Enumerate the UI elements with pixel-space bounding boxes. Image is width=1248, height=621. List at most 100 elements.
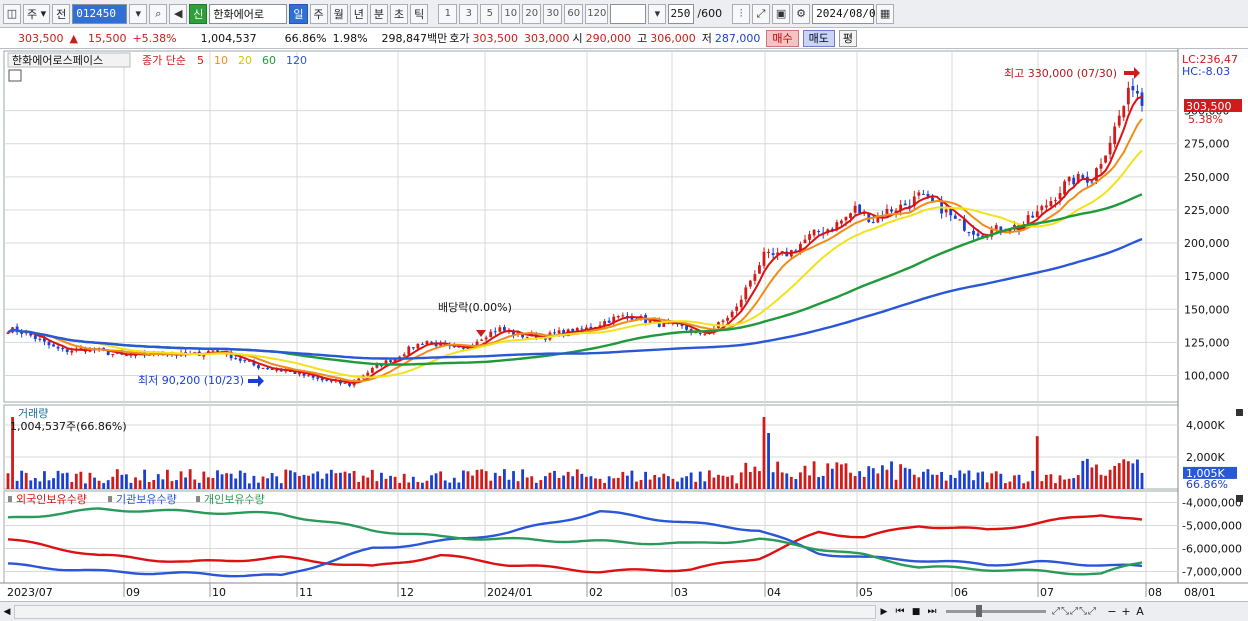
candle-body <box>758 265 761 274</box>
volume-bar <box>840 464 843 489</box>
volume-bar <box>730 475 734 489</box>
candle-type-icon[interactable]: ⫶ <box>732 3 751 24</box>
volume-bar <box>744 462 748 489</box>
count-input[interactable]: 250 <box>668 3 695 24</box>
candle-body <box>125 355 128 357</box>
tab-day[interactable]: 일 <box>289 3 308 24</box>
first-icon[interactable]: ⏮ <box>895 606 905 617</box>
window-menu-icon[interactable]: ◫ <box>3 3 21 24</box>
tab-month[interactable]: 월 <box>329 3 348 24</box>
candle-body <box>234 358 238 360</box>
volume-bar <box>1040 481 1044 489</box>
interval-3[interactable]: 3 <box>459 3 479 24</box>
trade-amount: 298,847백만 <box>381 32 448 45</box>
price-panel-frame <box>3 50 1179 403</box>
period-select[interactable]: 전 <box>52 3 71 24</box>
pause-icon[interactable]: ■ <box>911 606 921 617</box>
interval-60[interactable]: 60 <box>564 3 584 24</box>
volume-bar <box>134 477 137 489</box>
candle-body <box>266 368 269 370</box>
scrollbar-track[interactable] <box>14 604 876 619</box>
stock-chart-svg[interactable]: 300,000275,000250,000225,000200,000175,0… <box>0 49 1248 601</box>
last-icon[interactable]: ⏭ <box>927 606 937 617</box>
scroll-right-icon[interactable]: ▶ <box>880 606 888 617</box>
candle-body <box>926 193 930 197</box>
candle-body <box>990 229 994 237</box>
save-icon[interactable]: ▣ <box>772 3 791 24</box>
count-max: /600 <box>697 7 723 20</box>
tab-week[interactable]: 주 <box>309 3 328 24</box>
volume-bar <box>890 461 893 489</box>
volume-bar <box>849 472 852 489</box>
volume-bar <box>1054 483 1057 489</box>
tab-second[interactable]: 초 <box>390 3 409 24</box>
volume-ratio: 66.86% <box>284 31 327 45</box>
volume-bar <box>15 480 19 489</box>
interval-dropdown-icon[interactable]: ▾ <box>648 3 667 24</box>
volume-bar <box>808 475 811 489</box>
speaker-icon[interactable]: ◀ <box>169 3 188 24</box>
interval-10[interactable]: 10 <box>501 3 521 24</box>
volume-bar <box>612 478 616 489</box>
volume-bar <box>1067 478 1071 489</box>
interval-input[interactable] <box>610 3 647 24</box>
interval-1[interactable]: 1 <box>438 3 458 24</box>
tab-minute[interactable]: 분 <box>369 3 389 24</box>
volume-bar <box>953 477 957 489</box>
ma-legend-120: 120 <box>286 54 307 67</box>
font-size-icon[interactable]: A <box>1136 605 1144 618</box>
zoom-in-icon[interactable]: + <box>1121 605 1131 618</box>
tab-tick[interactable]: 틱 <box>410 3 429 24</box>
candle-body <box>1026 215 1030 225</box>
indicator-icon[interactable]: ⤢ <box>752 3 771 24</box>
stock-code-input[interactable]: 012450 <box>72 3 128 24</box>
gear-icon[interactable]: ⚙ <box>792 3 811 24</box>
candle-body <box>389 360 392 363</box>
chart-area[interactable]: 300,000275,000250,000225,000200,000175,0… <box>0 49 1248 601</box>
interval-5[interactable]: 5 <box>480 3 500 24</box>
interval-30[interactable]: 30 <box>543 3 563 24</box>
candle-body <box>812 229 816 236</box>
candle-body <box>6 332 10 335</box>
buy-button[interactable]: 매수 <box>766 29 799 47</box>
candle-body <box>894 210 898 213</box>
interval-20[interactable]: 20 <box>522 3 542 24</box>
candle-body <box>1058 193 1062 200</box>
tool-icons[interactable]: ⤢⤡⤢⤡⤢ <box>1052 606 1097 617</box>
volume-bar <box>557 478 561 489</box>
volume-bar <box>717 474 720 489</box>
sell-button[interactable]: 매도 <box>802 29 835 47</box>
tab-year[interactable]: 년 <box>349 3 368 24</box>
volume-bar <box>279 483 283 489</box>
volume-bar <box>175 480 178 489</box>
volume-bar <box>539 480 543 489</box>
price-axis-tick: 125,000 <box>1184 336 1230 349</box>
zoom-out-icon[interactable]: − <box>1107 605 1117 618</box>
zoom-handle[interactable] <box>976 605 982 617</box>
x-axis-label: 02 <box>589 586 603 599</box>
candle-body <box>685 325 688 330</box>
search-icon[interactable]: ⌕ <box>149 3 168 24</box>
interval-120[interactable]: 120 <box>585 3 609 24</box>
dropdown-icon[interactable]: ▾ <box>129 3 148 24</box>
scroll-left-icon[interactable]: ◀ <box>3 606 11 617</box>
holdings-institution-line <box>7 509 1143 578</box>
volume-bar <box>266 478 269 489</box>
zoom-slider[interactable] <box>946 605 1046 617</box>
toolbar: ◫ 주 ▾ 전 012450 ▾ ⌕ ◀ 신 한화에어로 일 주 월 년 분 초… <box>0 0 1248 28</box>
candle-body <box>1126 87 1130 105</box>
volume-bar <box>361 475 365 489</box>
candle-body <box>462 347 465 349</box>
calendar-icon[interactable]: ▦ <box>876 3 895 24</box>
volume-bar <box>316 471 320 489</box>
candle-body <box>275 369 279 371</box>
avg-button[interactable]: 평 <box>838 29 858 47</box>
candle-body <box>466 347 470 349</box>
candle-body <box>329 380 333 382</box>
type-select[interactable]: 주 ▾ <box>23 3 51 24</box>
date-input[interactable]: 2024/08/01 <box>812 3 882 24</box>
volume-bar <box>257 482 260 489</box>
panel-close-icon <box>1236 409 1243 416</box>
volume-bar <box>493 472 497 489</box>
candle-body <box>921 193 925 195</box>
